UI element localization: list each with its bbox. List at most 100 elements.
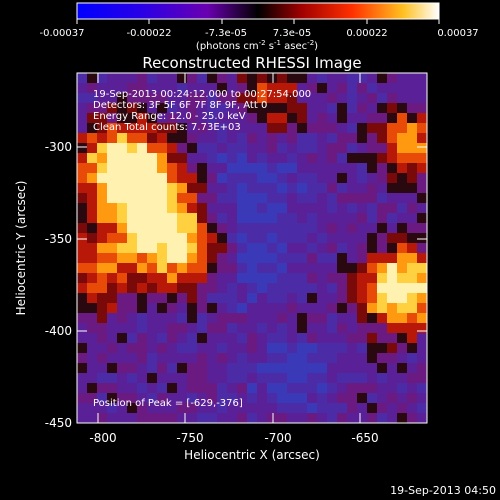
heat-cell: [177, 263, 188, 274]
heat-cell: [307, 213, 318, 224]
heat-cell: [287, 153, 298, 164]
heat-cell: [97, 203, 108, 214]
heat-cell: [347, 93, 358, 104]
heat-cell: [377, 143, 388, 154]
heat-cell: [417, 343, 427, 354]
x-tick-label-1: -750: [176, 431, 203, 445]
heat-cell: [277, 293, 288, 304]
heat-cell: [407, 343, 418, 354]
heat-cell: [97, 73, 108, 84]
heat-cell: [167, 73, 178, 84]
heat-cell: [197, 283, 208, 294]
heat-cell: [407, 153, 418, 164]
heat-cell: [207, 183, 218, 194]
heat-cell: [407, 303, 418, 314]
heat-cell: [277, 193, 288, 204]
heat-cell: [247, 203, 258, 214]
heat-cell: [337, 163, 348, 174]
heat-cell: [127, 193, 138, 204]
heat-cell: [407, 183, 418, 194]
heat-cell: [127, 343, 138, 354]
heat-cell: [317, 73, 328, 84]
heat-cell: [357, 323, 368, 334]
heat-cell: [387, 223, 398, 234]
heat-cell: [147, 193, 158, 204]
heat-cell: [187, 203, 198, 214]
heat-cell: [97, 363, 108, 374]
heat-cell: [247, 323, 258, 334]
heat-cell: [107, 333, 118, 344]
heat-cell: [217, 123, 228, 134]
heat-cell: [377, 403, 388, 414]
heat-cell: [277, 183, 288, 194]
heat-cell: [87, 393, 98, 404]
heat-cell: [207, 143, 218, 154]
heat-cell: [367, 293, 378, 304]
heat-cell: [417, 353, 427, 364]
x-axis: [97, 73, 361, 423]
heat-cell: [177, 383, 188, 394]
heat-cell: [347, 323, 358, 334]
heat-cell: [97, 333, 108, 344]
heat-cell: [157, 413, 168, 423]
heat-cell: [327, 123, 338, 134]
heat-cell: [227, 233, 238, 244]
heat-cell: [397, 273, 408, 284]
heat-cell: [417, 283, 427, 294]
heat-cell: [287, 333, 298, 344]
heat-cell: [217, 203, 228, 214]
heat-cell: [127, 73, 138, 84]
heat-cell: [317, 343, 328, 354]
heat-cell: [177, 353, 188, 364]
heat-cell: [87, 203, 98, 214]
heat-cell: [297, 313, 308, 324]
heat-cell: [207, 373, 218, 384]
heat-cell: [377, 253, 388, 264]
heat-cell: [177, 323, 188, 334]
heat-cell: [217, 313, 228, 324]
heat-cell: [127, 313, 138, 324]
heat-cell: [127, 143, 138, 154]
heat-cell: [287, 413, 298, 423]
heat-cell: [177, 123, 188, 134]
heat-cell: [77, 253, 88, 264]
heat-cell: [237, 333, 248, 344]
heat-cell: [257, 173, 268, 184]
heat-cell: [77, 123, 88, 134]
heat-cell: [117, 163, 128, 174]
heat-cell: [267, 353, 278, 364]
heat-cell: [297, 323, 308, 334]
heat-cell: [307, 393, 318, 404]
heat-cell: [327, 183, 338, 194]
heat-cell: [197, 153, 208, 164]
heat-cell: [107, 263, 118, 274]
heat-cell: [397, 123, 408, 134]
heat-cell: [237, 183, 248, 194]
heat-cell: [417, 413, 427, 423]
heat-cell: [167, 303, 178, 314]
heat-cell: [367, 133, 378, 144]
heat-cell: [367, 73, 378, 84]
heat-cell: [367, 203, 378, 214]
heat-cell: [237, 83, 248, 94]
heat-cell: [247, 133, 258, 144]
heat-cell: [347, 173, 358, 184]
heat-cell: [217, 73, 228, 84]
heat-cell: [377, 303, 388, 314]
heat-cell: [87, 233, 98, 244]
heat-cell: [127, 153, 138, 164]
heat-cell: [247, 143, 258, 154]
heat-cell: [337, 143, 348, 154]
heat-cell: [417, 263, 427, 274]
heat-cell: [377, 153, 388, 164]
heat-cell: [367, 103, 378, 114]
heat-cell: [327, 333, 338, 344]
heat-cell: [397, 353, 408, 364]
heat-cell: [377, 393, 388, 404]
heat-cell: [297, 113, 308, 124]
heat-cell: [187, 263, 198, 274]
heat-cell: [197, 403, 208, 414]
heat-cell: [177, 253, 188, 264]
heat-cell: [187, 383, 198, 394]
heat-cell: [287, 213, 298, 224]
